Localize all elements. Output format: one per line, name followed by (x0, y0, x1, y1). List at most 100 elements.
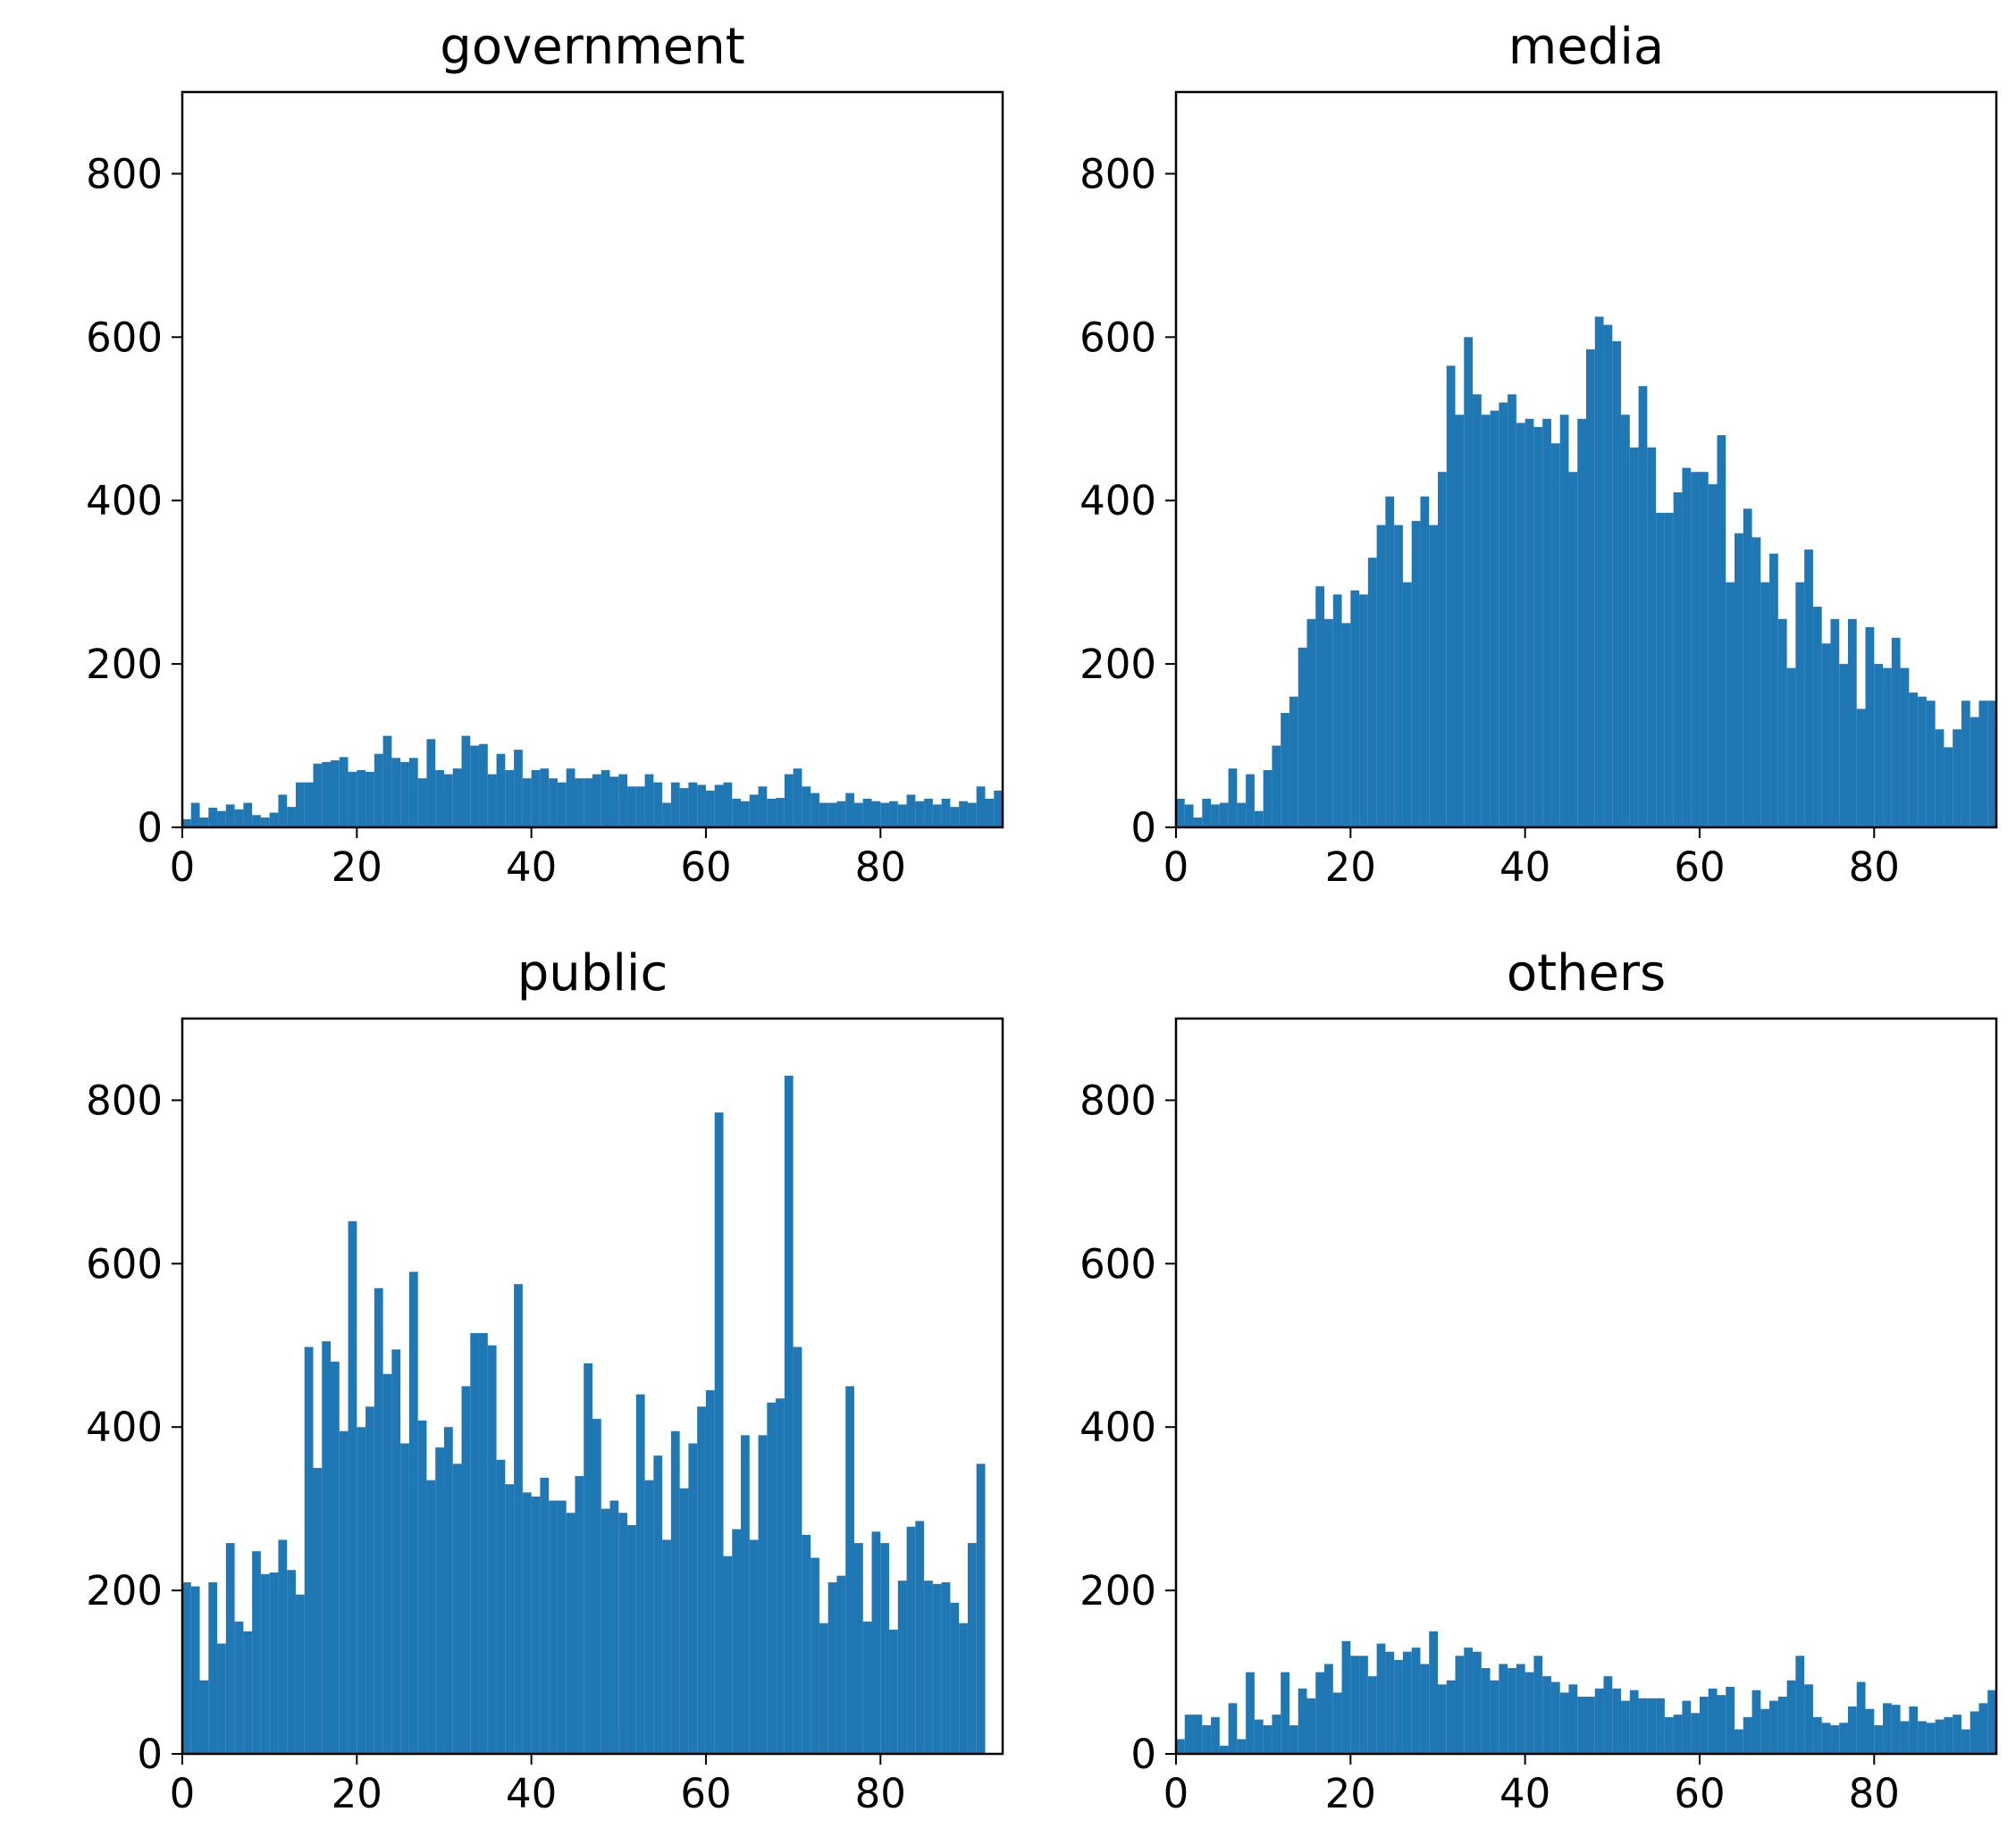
histogram-bar (461, 1386, 471, 1754)
histogram-bar (1812, 607, 1822, 827)
histogram-bar (1429, 1631, 1438, 1754)
histogram-bar (618, 774, 628, 827)
histogram-bar (1839, 1723, 1848, 1754)
histogram-bar (295, 782, 305, 827)
histogram-bar (1664, 1716, 1674, 1754)
histogram-bar (1490, 1680, 1499, 1754)
histogram-bar (1341, 1640, 1351, 1754)
histogram-bar (732, 798, 742, 827)
histogram-bar (1577, 418, 1586, 827)
histogram-bar (1525, 418, 1534, 827)
histogram-bar (1228, 768, 1238, 827)
histogram-bar (1856, 709, 1866, 827)
histogram-bar (269, 812, 279, 827)
histogram-bar (653, 782, 663, 827)
histogram-bar (723, 1556, 733, 1754)
histogram-bar (417, 778, 427, 827)
histogram-bar (287, 1570, 296, 1754)
histogram-bar (1839, 664, 1848, 827)
histogram-bar (365, 1406, 374, 1754)
histogram-bar (1812, 1716, 1822, 1754)
subplot-title: public (517, 944, 668, 1002)
histogram-bar (496, 753, 506, 827)
y-axis-ticks: 0 200 400 600 800 (1079, 1077, 1176, 1778)
histogram-bar (1402, 582, 1412, 827)
x-tick-label: 80 (1849, 1770, 1900, 1817)
histogram-bar (1324, 1664, 1333, 1754)
histogram-bar (1568, 1684, 1578, 1754)
histogram-bar (1786, 1680, 1796, 1754)
histogram-bar (1673, 492, 1683, 827)
histogram-bar (749, 1539, 759, 1754)
histogram-bar (260, 818, 270, 827)
histogram-bar (880, 1543, 890, 1754)
histogram-bar (679, 788, 689, 827)
histogram-bar (1751, 1690, 1761, 1754)
histogram-bar (1437, 1684, 1447, 1754)
histogram-bar (435, 769, 444, 827)
histogram-bar (767, 798, 777, 827)
histogram-bar (426, 1480, 436, 1754)
histogram-bar (1289, 1724, 1298, 1754)
histogram-bar (1490, 410, 1499, 827)
histogram-bar (802, 786, 811, 827)
histogram-bar (1656, 512, 1665, 827)
histogram-bar (331, 760, 340, 827)
histogram-bar (802, 1534, 811, 1754)
histogram-bar (1830, 618, 1840, 827)
histogram-bar (784, 774, 794, 827)
histogram-bar (408, 1271, 418, 1754)
histogram-bar (1298, 647, 1307, 827)
x-tick-label: 20 (332, 843, 382, 891)
histogram-bar (408, 758, 418, 827)
histogram-bar (443, 774, 453, 827)
histogram-bar (827, 1581, 837, 1754)
histogram-bar (1682, 1700, 1692, 1754)
x-tick-label: 20 (1325, 1770, 1376, 1817)
histogram-bar (217, 1643, 226, 1754)
histogram-bar (1874, 664, 1884, 827)
histogram-bar (199, 1680, 209, 1754)
histogram-bar (365, 771, 374, 827)
histogram-bar (322, 761, 332, 827)
histogram-bar (278, 794, 288, 827)
subplot-government: government 0 20 40 60 80 0 200 400 600 800 (86, 18, 1004, 891)
histogram-bar (1420, 1664, 1430, 1754)
histogram-bar (1473, 394, 1482, 827)
histogram-bar (1621, 1700, 1630, 1754)
y-tick-label: 400 (86, 477, 163, 524)
bar-series (182, 1076, 986, 1754)
histogram-bar (836, 1575, 846, 1754)
histogram-bar (1926, 700, 1936, 827)
histogram-bar (1272, 745, 1281, 827)
histogram-bar (1586, 349, 1595, 827)
histogram-bar (1664, 512, 1674, 827)
histogram-bar (234, 1621, 244, 1754)
histogram-bar (1821, 643, 1831, 827)
histogram-bar (1350, 1656, 1360, 1754)
histogram-bar (1411, 521, 1421, 827)
histogram-bar (269, 1572, 279, 1754)
histogram-bar (348, 1220, 357, 1754)
histogram-bar (584, 778, 592, 827)
histogram-bar (1385, 1651, 1395, 1754)
histogram-bar (1726, 582, 1735, 827)
histogram-bar (688, 1443, 698, 1754)
histogram-bar (1533, 426, 1543, 827)
histogram-bar (208, 1581, 218, 1754)
histogram-bar (313, 763, 323, 827)
histogram-bar (1332, 594, 1342, 827)
histogram-bar (670, 782, 680, 827)
histogram-bar (1237, 1739, 1247, 1754)
histogram-bar (225, 804, 235, 827)
histogram-bar (1332, 1692, 1342, 1754)
x-tick-label: 80 (855, 1770, 906, 1817)
histogram-bar (1254, 1719, 1264, 1754)
histogram-bar (1516, 1664, 1525, 1754)
histogram-bar (522, 1492, 532, 1754)
histogram-bar (1263, 1724, 1273, 1754)
histogram-bar (662, 802, 671, 827)
histogram-bar (1272, 1715, 1281, 1754)
histogram-bar (514, 750, 523, 827)
